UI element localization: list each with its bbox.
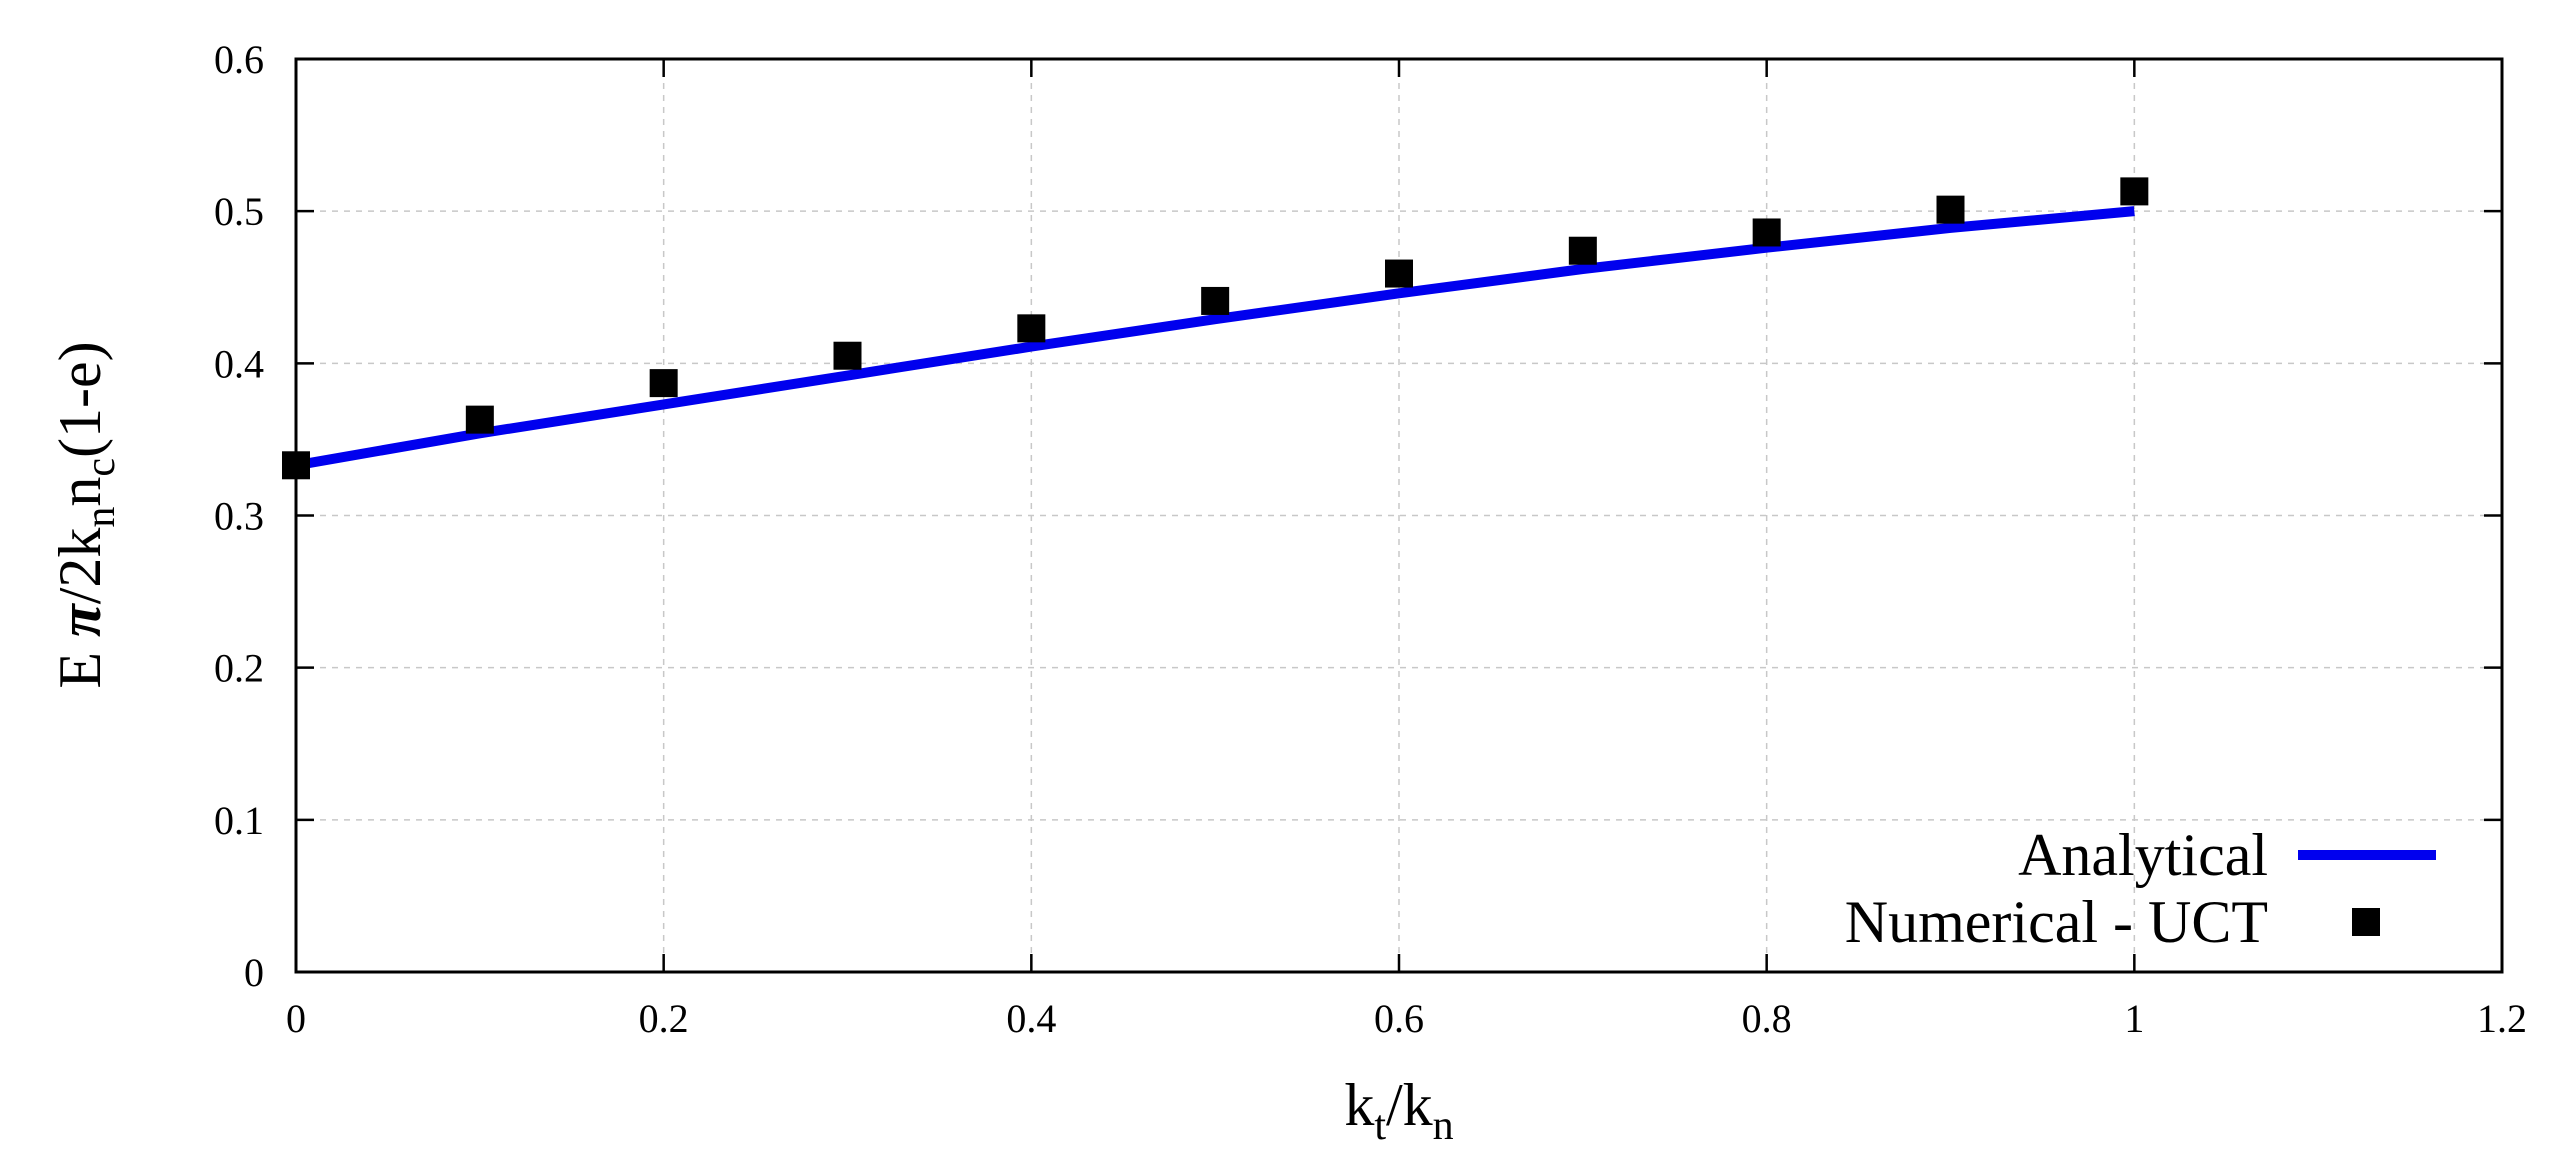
y-tick-label: 0.3 — [214, 494, 264, 539]
data-point-numerical — [1936, 195, 1965, 224]
y-tick-label: 0.5 — [214, 189, 264, 234]
y-tick-label: 0.4 — [214, 341, 264, 386]
ticks — [294, 57, 2504, 974]
legend: Analytical Numerical - UCT — [1845, 822, 2436, 955]
x-tick-label: 0 — [286, 996, 306, 1041]
data-point-numerical — [649, 369, 678, 398]
x-tick-label: 0.2 — [639, 996, 689, 1041]
legend-label-analytical: Analytical — [2018, 822, 2268, 888]
y-tick-label: 0 — [244, 950, 264, 995]
x-axis-title-sub-n: n — [1433, 1103, 1454, 1149]
y-axis-title-sub-n: n — [78, 507, 124, 528]
y-axis-title-pi: π — [47, 602, 113, 637]
x-tick-label: 1.2 — [2477, 996, 2527, 1041]
data-point-numerical — [465, 405, 494, 434]
data-point-numerical — [1568, 236, 1597, 265]
legend-swatch-numerical — [2352, 908, 2380, 936]
y-axis-title: E π/2knnc(1-e) — [47, 341, 124, 688]
y-axis-title-e: E — [47, 637, 113, 689]
series-line-analytical — [295, 206, 2135, 471]
series-layer — [282, 177, 2149, 480]
data-point-numerical — [1752, 218, 1781, 247]
data-point-numerical — [1017, 314, 1046, 343]
y-tick-label: 0.2 — [214, 646, 264, 691]
x-tick-label: 0.4 — [1006, 996, 1056, 1041]
y-axis-title-sub-c: c — [78, 458, 124, 477]
x-axis-title: kt/kn — [1344, 1072, 1453, 1149]
x-tick-label: 0.8 — [1742, 996, 1792, 1041]
x-tick-label: 0.6 — [1374, 996, 1424, 1041]
data-point-numerical — [2120, 177, 2149, 206]
y-tick-label: 0.1 — [214, 798, 264, 843]
data-point-numerical — [833, 341, 862, 370]
y-axis-title-rest: (1-e) — [47, 341, 113, 458]
x-axis-title-sep: / — [1386, 1072, 1403, 1138]
data-point-numerical — [1385, 259, 1413, 288]
tick-labels: 0 0.2 0.4 0.6 0.8 1 1.2 0 0.1 0.2 0.3 0.4 0.5 0.6 — [214, 37, 2527, 1041]
y-axis-title-n: n — [47, 477, 113, 507]
legend-label-numerical: Numerical - UCT — [1845, 889, 2268, 955]
x-axis-title-k1: k — [1344, 1072, 1374, 1138]
y-axis-title-2k: /2k — [47, 528, 113, 605]
x-tick-label: 1 — [2124, 996, 2144, 1041]
x-axis-title-sub-t: t — [1374, 1103, 1386, 1149]
y-tick-label: 0.6 — [214, 37, 264, 82]
x-axis-title-k2: k — [1403, 1072, 1433, 1138]
data-point-numerical — [1201, 286, 1230, 315]
